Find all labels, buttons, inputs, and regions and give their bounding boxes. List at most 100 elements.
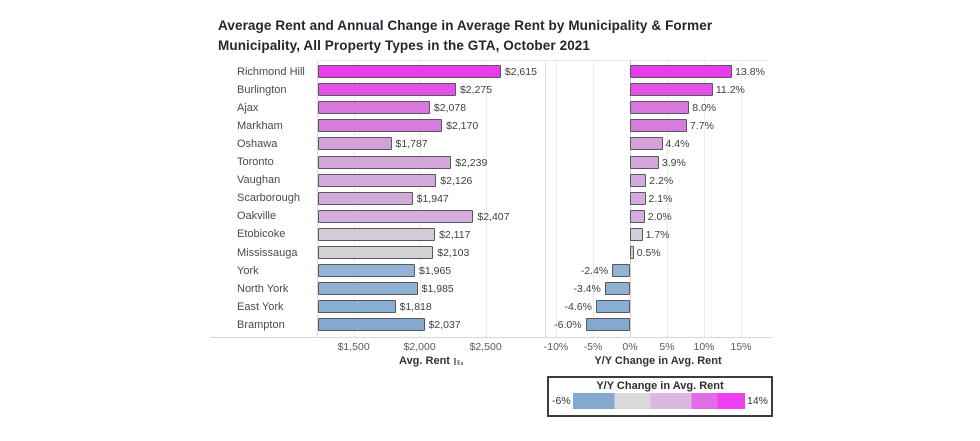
avg-rent-value-label: $2,239 (455, 156, 488, 169)
right-gridline (556, 60, 557, 337)
right-axis-tick: 0% (622, 341, 638, 353)
right-gridline (667, 60, 668, 337)
bottom-axis-line (210, 337, 772, 338)
yy-change-value-label: 4.4% (665, 138, 690, 151)
municipality-label[interactable]: Richmond Hill (237, 65, 305, 78)
avg-rent-bar[interactable] (318, 137, 392, 151)
municipality-label[interactable]: Burlington (237, 83, 287, 96)
right-axis-tick: -5% (583, 341, 603, 353)
yy-change-value-label: -4.6% (564, 301, 592, 314)
yy-change-value-label: 2.1% (648, 192, 673, 205)
yy-change-bar[interactable] (612, 264, 630, 278)
avg-rent-value-label: $2,103 (437, 247, 470, 259)
legend-gradient-bar[interactable] (572, 393, 745, 409)
color-legend[interactable]: Y/Y Change in Avg. Rent -6% 14% (547, 376, 773, 417)
legend-max-label: 14% (746, 395, 768, 407)
yy-change-bar[interactable] (630, 155, 659, 169)
chart-title-line2: Municipality, All Property Types in the … (218, 38, 591, 53)
yy-change-value-label: 7.7% (689, 120, 714, 133)
avg-rent-value-label: $2,170 (446, 120, 479, 133)
yy-change-bar[interactable] (630, 119, 687, 133)
yy-change-bar[interactable] (630, 227, 643, 241)
yy-change-bar[interactable] (630, 173, 647, 187)
municipality-label[interactable]: Brampton (237, 318, 285, 331)
municipality-label[interactable]: Oshawa (237, 137, 278, 150)
avg-rent-value-label: $2,275 (459, 84, 493, 97)
top-frame-line (318, 60, 768, 61)
yy-change-value-label: 2.2% (649, 174, 674, 187)
left-axis-tick: $1,500 (337, 341, 370, 353)
yy-change-bar[interactable] (630, 137, 663, 151)
chart-title-line1: Average Rent and Annual Change in Averag… (218, 18, 713, 33)
yy-change-bar[interactable] (630, 246, 634, 259)
municipality-label[interactable]: Vaughan (237, 174, 281, 187)
avg-rent-bar[interactable] (318, 101, 430, 115)
left-gridline (419, 60, 421, 337)
right-axis-tick: 5% (659, 341, 675, 353)
municipality-label[interactable]: Oakville (237, 210, 277, 223)
avg-rent-value-label: $1,947 (416, 192, 449, 205)
avg-rent-value-label: $2,117 (439, 228, 471, 241)
sort-icon[interactable] (453, 356, 463, 368)
avg-rent-value-label: $1,818 (399, 301, 432, 314)
avg-rent-bar[interactable] (318, 65, 501, 78)
avg-rent-value-label: $2,078 (433, 102, 467, 115)
avg-rent-bar[interactable] (318, 119, 443, 133)
avg-rent-bar[interactable] (318, 83, 456, 97)
municipality-label[interactable]: Markham (237, 119, 283, 132)
yy-change-bar[interactable] (630, 101, 690, 115)
municipality-label[interactable]: East York (237, 300, 284, 313)
right-gridline (704, 60, 705, 337)
avg-rent-value-label: $2,037 (428, 319, 461, 332)
left-gridline (485, 60, 487, 337)
chart-title: Average Rent and Annual Change in Averag… (218, 16, 778, 56)
yy-change-bar[interactable] (630, 83, 713, 97)
avg-rent-bar[interactable] (318, 264, 416, 278)
left-axis-title-label: Avg. Rent (399, 355, 450, 367)
right-axis-tick: -10% (543, 341, 569, 353)
left-axis-tick: $2,000 (403, 341, 436, 353)
avg-rent-value-label: $1,787 (395, 138, 428, 151)
municipality-label[interactable]: Etobicoke (237, 228, 286, 241)
municipality-label[interactable]: Scarborough (237, 192, 300, 205)
color-legend-title: Y/Y Change in Avg. Rent (596, 380, 724, 392)
yy-change-bar[interactable] (630, 65, 733, 78)
yy-change-bar[interactable] (630, 191, 646, 205)
municipality-label[interactable]: North York (237, 282, 289, 295)
yy-change-value-label: 0.5% (636, 247, 661, 259)
yy-change-value-label: 13.8% (735, 66, 765, 78)
avg-rent-bar[interactable] (318, 300, 396, 314)
yy-change-bar[interactable] (585, 318, 630, 332)
yy-change-bar[interactable] (630, 209, 645, 223)
avg-rent-bar[interactable] (318, 227, 436, 241)
avg-rent-bar[interactable] (318, 282, 418, 296)
chart-divider-line (545, 60, 546, 337)
legend-min-label: -6% (552, 395, 571, 407)
avg-rent-bar[interactable] (318, 155, 452, 169)
avg-rent-bar[interactable] (318, 209, 474, 223)
yy-change-value-label: -6.0% (554, 319, 582, 332)
avg-rent-value-label: $1,985 (421, 283, 454, 296)
municipality-label[interactable]: Mississauga (237, 246, 298, 259)
right-axis-title: Y/Y Change in Avg. Rent (594, 355, 722, 367)
municipality-label[interactable]: Ajax (237, 101, 259, 114)
yy-change-bar[interactable] (595, 300, 630, 314)
right-gridline (741, 60, 742, 337)
yy-change-value-label: 2.0% (647, 210, 672, 223)
avg-rent-value-label: $1,965 (419, 265, 452, 278)
avg-rent-value-label: $2,407 (477, 210, 510, 223)
right-gridline (593, 60, 594, 337)
avg-rent-bar[interactable] (318, 246, 434, 259)
avg-rent-bar[interactable] (318, 191, 413, 205)
avg-rent-value-label: $2,615 (504, 66, 537, 78)
left-axis-title[interactable]: Avg. Rent (318, 355, 544, 368)
avg-rent-bar[interactable] (318, 318, 425, 332)
left-chart-axis-line (317, 60, 318, 337)
avg-rent-bar[interactable] (318, 173, 437, 187)
left-axis-tick: $2,500 (469, 341, 502, 353)
yy-change-value-label: 1.7% (645, 228, 670, 241)
municipality-label[interactable]: York (237, 264, 259, 277)
yy-change-bar[interactable] (604, 282, 630, 296)
municipality-label[interactable]: Toronto (237, 156, 274, 168)
